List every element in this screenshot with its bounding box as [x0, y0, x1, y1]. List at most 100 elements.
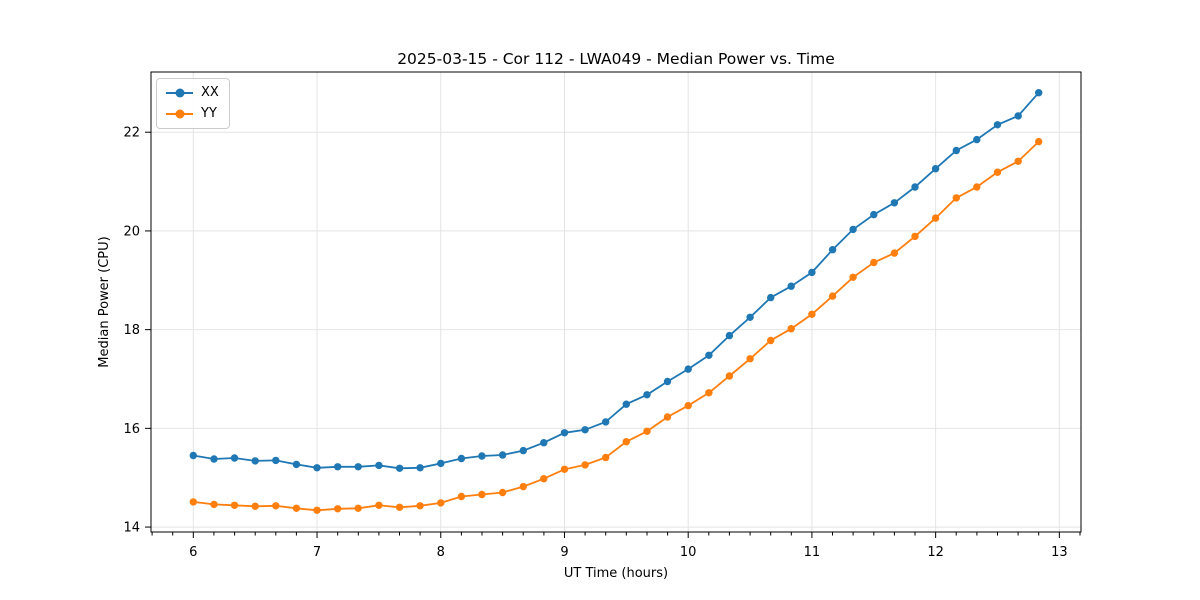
data-point	[684, 365, 692, 373]
data-point	[498, 451, 507, 459]
data-point	[767, 336, 775, 345]
y-axis-label: Median Power (CPU)	[97, 236, 112, 367]
x-tick-label: 9	[560, 545, 568, 560]
x-tick-label: 6	[189, 545, 197, 560]
data-point	[354, 463, 362, 471]
y-tick-label: 18	[123, 323, 140, 338]
data-point	[540, 475, 548, 483]
data-point	[560, 465, 569, 473]
data-point	[870, 258, 878, 267]
data-point	[663, 377, 672, 386]
data-point	[808, 268, 816, 277]
data-point	[457, 492, 466, 501]
data-point	[622, 438, 630, 446]
data-point	[993, 168, 1002, 176]
data-point	[230, 501, 239, 509]
data-point	[952, 146, 960, 155]
data-point	[498, 488, 507, 497]
legend-item-yy: YY	[166, 105, 219, 123]
data-point	[272, 502, 280, 510]
x-tick-label: 13	[1051, 545, 1068, 560]
data-point	[643, 391, 651, 399]
data-point	[1035, 137, 1043, 146]
data-point	[457, 454, 466, 463]
data-point	[230, 454, 239, 462]
data-point	[973, 183, 981, 191]
data-point	[663, 413, 672, 421]
data-point	[519, 482, 527, 491]
data-point	[993, 121, 1002, 129]
axes-spines	[150, 71, 1082, 533]
data-point	[437, 459, 445, 468]
data-point	[478, 490, 486, 499]
data-point	[313, 506, 321, 514]
legend-marker-dot-icon	[175, 109, 184, 119]
data-point	[808, 310, 816, 318]
data-point	[746, 355, 754, 363]
data-point	[540, 439, 548, 447]
x-tick-label: 8	[437, 545, 445, 560]
legend-label-xx: XX	[201, 85, 219, 100]
data-point	[581, 461, 589, 469]
data-point	[416, 502, 424, 510]
data-point	[395, 503, 404, 511]
data-point	[911, 232, 919, 241]
grid-lines	[151, 72, 1081, 532]
data-point	[705, 351, 713, 359]
data-point	[890, 249, 899, 257]
y-tick-label: 16	[123, 422, 140, 437]
data-point	[602, 418, 610, 426]
data-point	[890, 199, 899, 207]
data-point	[334, 463, 342, 471]
legend: XX YY	[156, 78, 230, 129]
data-point	[1014, 157, 1022, 165]
data-point	[952, 194, 960, 202]
data-point	[622, 400, 630, 408]
data-point	[189, 498, 197, 506]
legend-marker-dot-icon	[175, 88, 184, 98]
data-point	[210, 500, 218, 509]
series-line-xx	[193, 92, 1040, 470]
data-point	[643, 427, 651, 435]
tick-labels: 6 7 8 9 10 11 12 13 14 16 18 20 22	[123, 126, 1067, 560]
data-point	[1014, 112, 1022, 120]
data-point	[849, 273, 857, 281]
data-point	[725, 372, 734, 380]
data-point	[313, 464, 321, 472]
data-point	[251, 457, 259, 465]
data-point	[911, 183, 919, 191]
data-point	[684, 401, 692, 410]
x-tick-label: 11	[804, 545, 821, 560]
x-tick-label: 12	[927, 545, 944, 560]
data-point	[602, 453, 610, 462]
data-point	[787, 282, 795, 290]
y-tick-label: 22	[123, 126, 140, 141]
axis-ticks	[145, 131, 1081, 538]
x-axis-label: UT Time (hours)	[564, 566, 668, 581]
data-point	[395, 464, 404, 472]
data-point	[189, 451, 197, 460]
legend-item-xx: XX	[166, 84, 219, 102]
data-point	[251, 502, 259, 510]
chart-title: 2025-03-15 - Cor 112 - LWA049 - Median P…	[397, 50, 835, 68]
plot-border	[150, 71, 1082, 533]
data-point	[292, 460, 301, 469]
data-point	[828, 292, 837, 300]
x-tick-label: 7	[313, 545, 321, 560]
legend-line-marker-icon	[166, 88, 193, 98]
y-tick-label: 20	[123, 224, 140, 239]
legend-label-yy: YY	[201, 106, 217, 121]
data-point	[437, 499, 445, 507]
legend-line-marker-icon	[166, 109, 193, 119]
data-point	[272, 456, 280, 465]
data-point	[292, 504, 301, 512]
data-point	[828, 246, 837, 254]
series-line-yy	[193, 140, 1040, 512]
data-point	[849, 225, 857, 234]
data-point	[519, 446, 527, 455]
data-point	[1035, 89, 1043, 97]
data-point	[870, 210, 878, 219]
y-tick-label: 14	[123, 521, 140, 536]
